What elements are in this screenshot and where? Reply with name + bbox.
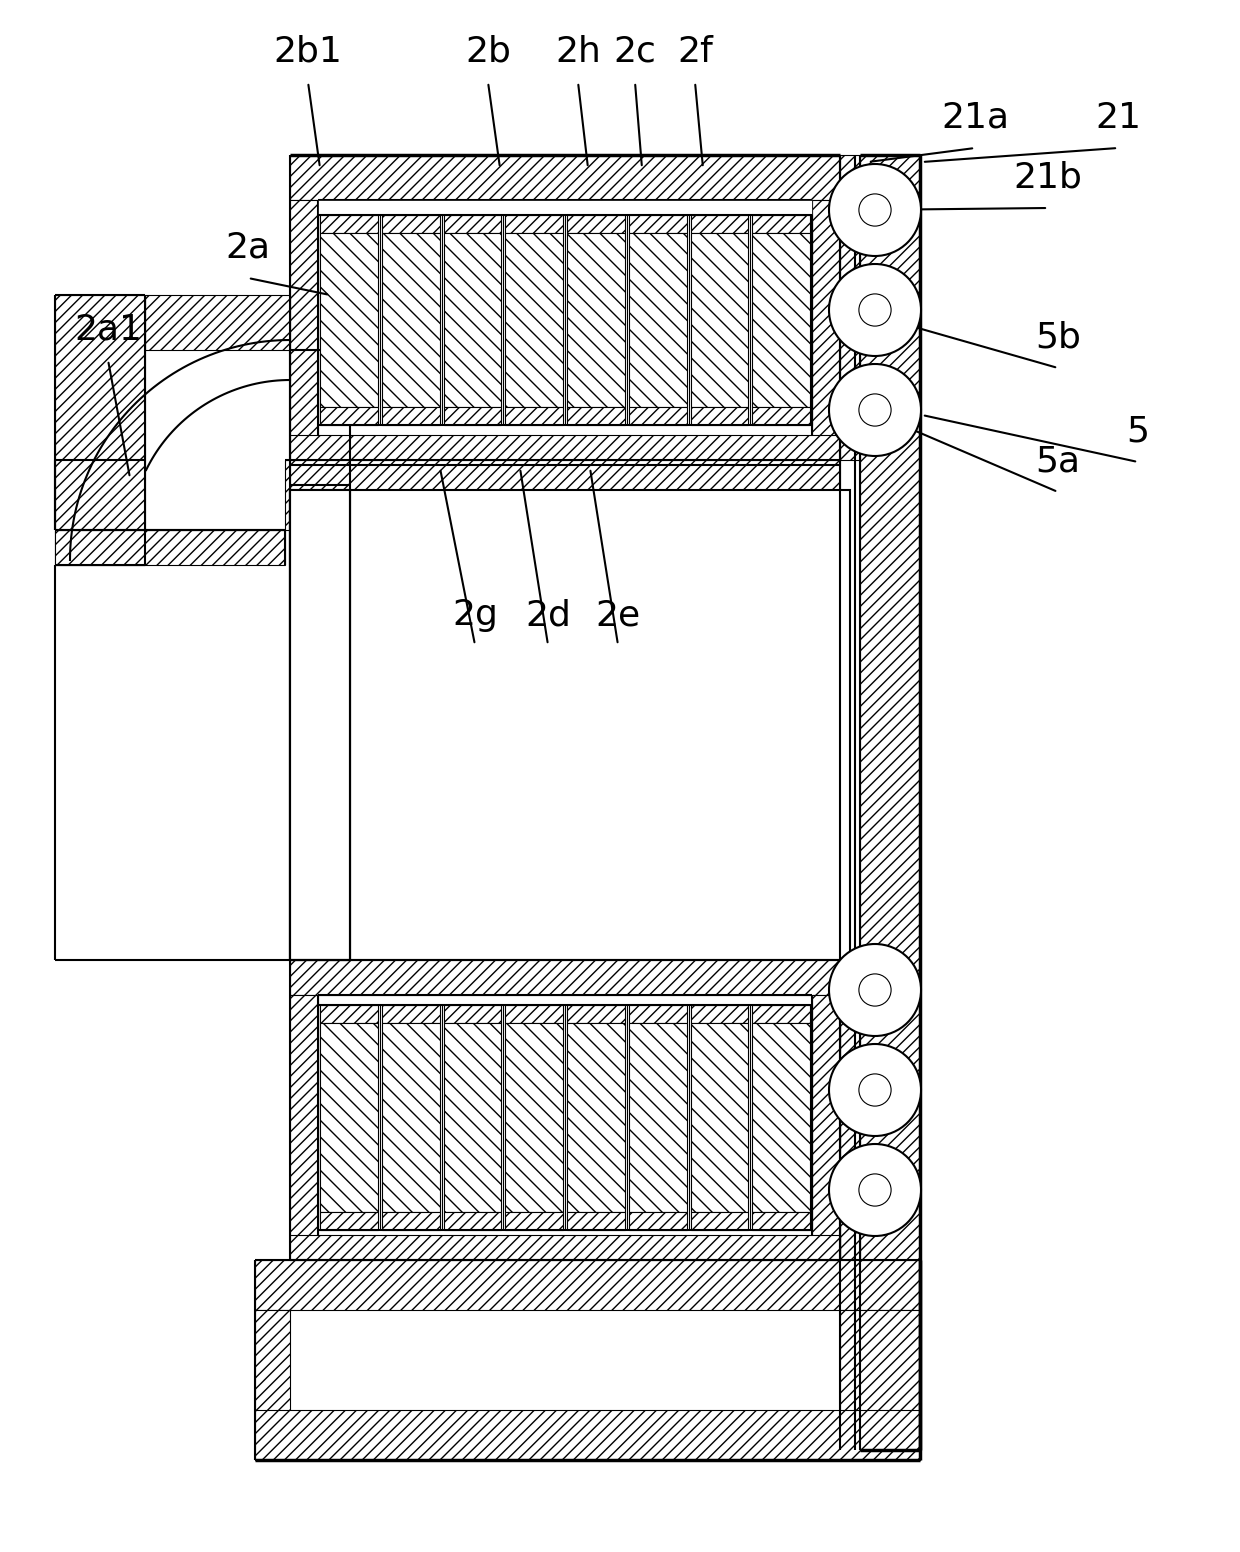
Circle shape — [830, 165, 921, 256]
Polygon shape — [55, 295, 145, 565]
Polygon shape — [691, 233, 748, 407]
Text: 2a1: 2a1 — [74, 314, 143, 348]
Text: 2f: 2f — [677, 36, 713, 68]
Polygon shape — [505, 216, 563, 233]
Text: 21a: 21a — [941, 101, 1009, 135]
Bar — [290, 490, 849, 961]
Bar — [317, 200, 812, 214]
Polygon shape — [290, 459, 839, 490]
Polygon shape — [382, 407, 439, 425]
Polygon shape — [839, 1310, 920, 1460]
Text: 21b: 21b — [1013, 161, 1083, 196]
Circle shape — [830, 944, 921, 1037]
Circle shape — [830, 365, 921, 456]
Polygon shape — [444, 233, 501, 407]
Bar — [290, 490, 350, 961]
Polygon shape — [505, 407, 563, 425]
Polygon shape — [255, 1411, 920, 1460]
Polygon shape — [290, 155, 839, 200]
Polygon shape — [753, 233, 810, 407]
Circle shape — [859, 975, 892, 1006]
Polygon shape — [753, 407, 810, 425]
Polygon shape — [55, 529, 285, 565]
Polygon shape — [382, 1023, 439, 1212]
Circle shape — [830, 264, 921, 355]
Polygon shape — [444, 407, 501, 425]
Polygon shape — [444, 1023, 501, 1212]
Circle shape — [859, 194, 892, 227]
Text: 5a: 5a — [1035, 445, 1080, 480]
Polygon shape — [629, 407, 687, 425]
Text: 2h: 2h — [556, 36, 601, 68]
Circle shape — [859, 293, 892, 326]
Polygon shape — [567, 233, 625, 407]
Polygon shape — [629, 1023, 687, 1212]
Polygon shape — [691, 1006, 748, 1023]
Polygon shape — [290, 1235, 839, 1260]
Polygon shape — [812, 995, 839, 1260]
Polygon shape — [861, 155, 920, 1450]
Text: 21: 21 — [1095, 101, 1141, 135]
Text: 2e: 2e — [595, 598, 641, 632]
Text: 2d: 2d — [525, 598, 570, 632]
Polygon shape — [629, 1212, 687, 1231]
Circle shape — [859, 1173, 892, 1206]
Polygon shape — [145, 295, 290, 351]
Polygon shape — [753, 1023, 810, 1212]
Text: 5: 5 — [1126, 414, 1149, 449]
Circle shape — [830, 1044, 921, 1136]
Polygon shape — [505, 233, 563, 407]
Polygon shape — [567, 1006, 625, 1023]
Polygon shape — [255, 1260, 920, 1310]
Polygon shape — [320, 407, 378, 425]
Polygon shape — [255, 1310, 290, 1460]
Circle shape — [859, 394, 892, 427]
Polygon shape — [382, 233, 439, 407]
Polygon shape — [320, 1023, 378, 1212]
Polygon shape — [629, 233, 687, 407]
Polygon shape — [290, 200, 317, 459]
Polygon shape — [753, 1212, 810, 1231]
Polygon shape — [505, 1023, 563, 1212]
Text: 2b: 2b — [465, 36, 511, 68]
Polygon shape — [691, 216, 748, 233]
Polygon shape — [290, 995, 317, 1260]
Polygon shape — [691, 1212, 748, 1231]
Polygon shape — [567, 407, 625, 425]
Polygon shape — [812, 200, 839, 459]
Polygon shape — [839, 155, 861, 459]
Text: 2g: 2g — [453, 598, 498, 632]
Polygon shape — [505, 1212, 563, 1231]
Text: 5b: 5b — [1035, 321, 1081, 355]
Polygon shape — [320, 216, 378, 233]
Text: 2a: 2a — [226, 231, 270, 265]
Text: 2b1: 2b1 — [274, 36, 342, 68]
Polygon shape — [753, 1006, 810, 1023]
Polygon shape — [320, 1212, 378, 1231]
Polygon shape — [290, 435, 839, 459]
Circle shape — [859, 1074, 892, 1107]
Polygon shape — [567, 216, 625, 233]
Polygon shape — [382, 216, 439, 233]
Polygon shape — [290, 961, 839, 995]
Polygon shape — [753, 216, 810, 233]
Polygon shape — [629, 1006, 687, 1023]
Polygon shape — [382, 1006, 439, 1023]
Polygon shape — [444, 1212, 501, 1231]
Polygon shape — [567, 1023, 625, 1212]
Polygon shape — [320, 233, 378, 407]
Polygon shape — [320, 1006, 378, 1023]
Text: 2c: 2c — [614, 36, 656, 68]
Polygon shape — [691, 1023, 748, 1212]
Polygon shape — [691, 407, 748, 425]
Polygon shape — [444, 1006, 501, 1023]
Polygon shape — [444, 216, 501, 233]
Polygon shape — [382, 1212, 439, 1231]
Circle shape — [830, 1144, 921, 1235]
Polygon shape — [505, 1006, 563, 1023]
Polygon shape — [839, 961, 861, 1260]
Polygon shape — [285, 459, 290, 529]
Polygon shape — [629, 216, 687, 233]
Polygon shape — [567, 1212, 625, 1231]
